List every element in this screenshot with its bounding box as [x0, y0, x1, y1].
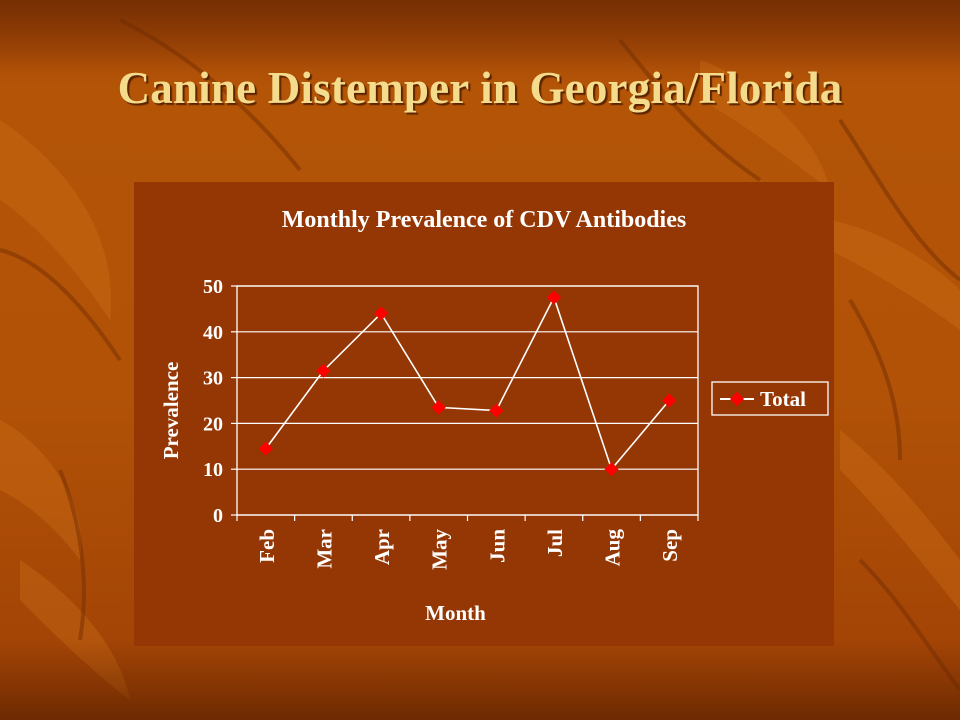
x-tick-label: Apr: [370, 529, 394, 565]
y-tick-label: 0: [213, 505, 223, 527]
x-tick-label: Mar: [312, 529, 336, 569]
chart-panel: Monthly Prevalence of CDV Antibodies 0 10…: [134, 182, 834, 646]
plot-area-border: [236, 285, 699, 516]
prevalence-line-chart: Monthly Prevalence of CDV Antibodies 0 10…: [159, 207, 829, 625]
y-tick-label: 30: [203, 368, 223, 390]
chart-title: Monthly Prevalence of CDV Antibodies: [282, 207, 686, 233]
legend-marker-sample: [729, 391, 745, 407]
data-point-marker: [662, 393, 677, 408]
series-line-total: [265, 295, 670, 471]
slide-title: Canine Distemper in Georgia/Florida: [117, 63, 843, 113]
x-tick-label: Sep: [658, 529, 682, 562]
x-axis-ticks: Feb Mar Apr May Jun Jul Aug Sep: [236, 515, 699, 570]
series-layer: [258, 290, 677, 477]
y-tick-label: 40: [203, 322, 223, 344]
legend-label: Total: [760, 387, 806, 411]
x-tick-label: Feb: [255, 529, 279, 563]
y-tick-label: 10: [203, 459, 223, 481]
data-point-marker: [316, 363, 331, 378]
data-point-marker: [489, 403, 504, 418]
data-point-marker: [604, 462, 619, 477]
x-tick-label: May: [428, 529, 452, 570]
data-point-marker: [431, 400, 446, 415]
data-point-marker: [258, 441, 273, 456]
y-axis-label: Prevalence: [159, 362, 183, 460]
chart-gridlines: [237, 285, 698, 516]
data-point-marker: [546, 290, 562, 305]
y-axis-ticks: 0 10 20 30 40 50: [203, 276, 237, 527]
chart-legend: Total: [711, 381, 829, 416]
x-tick-label: Jun: [485, 529, 509, 563]
x-axis-label: Month: [425, 601, 486, 625]
x-tick-label: Jul: [543, 529, 567, 557]
x-tick-label: Aug: [601, 529, 625, 567]
y-tick-label: 20: [203, 413, 223, 435]
legend-box: [711, 381, 829, 416]
y-tick-label: 50: [203, 276, 223, 298]
